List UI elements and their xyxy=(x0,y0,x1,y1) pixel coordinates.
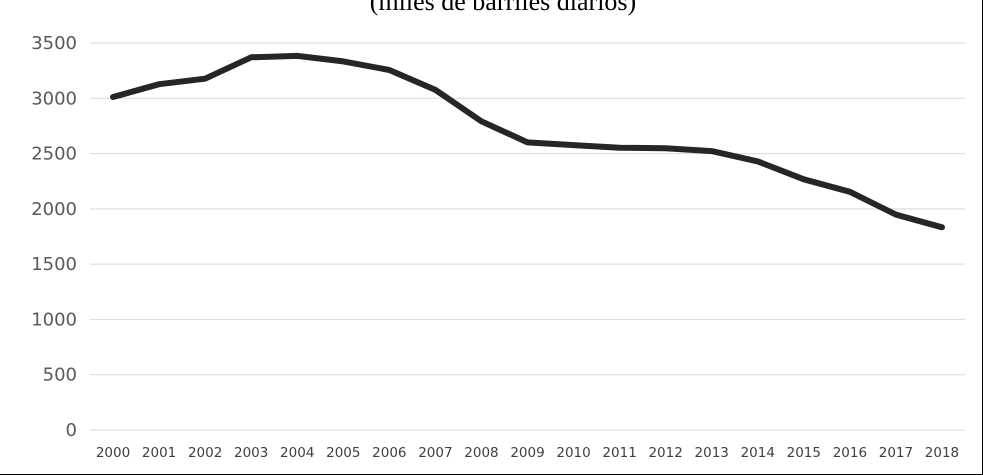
x-tick-label: 2017 xyxy=(879,445,913,461)
x-tick-label: 2007 xyxy=(418,445,452,461)
chart-title: (miles de barriles diarios) xyxy=(370,0,636,16)
y-axis-tick-labels: 0 500 1000 1500 2000 2500 3000 3500 xyxy=(31,33,77,441)
y-tick-label: 0 xyxy=(66,420,77,441)
x-tick-label: 2011 xyxy=(602,445,636,461)
y-tick-label: 1000 xyxy=(31,309,77,330)
x-tick-label: 2005 xyxy=(326,445,360,461)
x-tick-label: 2014 xyxy=(741,445,775,461)
y-tick-label: 500 xyxy=(43,365,77,386)
x-tick-label: 2013 xyxy=(695,445,729,461)
x-tick-label: 2003 xyxy=(234,445,268,461)
y-tick-label: 2500 xyxy=(31,144,77,165)
gridlines xyxy=(90,42,965,431)
x-tick-label: 2012 xyxy=(648,445,682,461)
y-tick-label: 3000 xyxy=(31,88,77,109)
x-tick-label: 2001 xyxy=(142,445,176,461)
x-tick-label: 2000 xyxy=(96,445,130,461)
x-tick-label: 2004 xyxy=(280,445,314,461)
y-tick-label: 3500 xyxy=(31,33,77,54)
x-tick-label: 2002 xyxy=(188,445,222,461)
x-tick-label: 2016 xyxy=(833,445,867,461)
x-tick-label: 2006 xyxy=(372,445,406,461)
series-line-0 xyxy=(110,52,945,231)
x-tick-label: 2008 xyxy=(464,445,498,461)
x-tick-label: 2018 xyxy=(925,445,959,461)
y-tick-label: 1500 xyxy=(31,254,77,275)
x-tick-label: 2010 xyxy=(556,445,590,461)
y-tick-label: 2000 xyxy=(31,199,77,220)
x-tick-label: 2009 xyxy=(510,445,544,461)
x-tick-label: 2015 xyxy=(787,445,821,461)
series-layer xyxy=(110,52,945,231)
x-axis-tick-labels: 2000 2001 2002 2003 2004 2005 2006 2007 2008 2009… xyxy=(96,445,959,461)
